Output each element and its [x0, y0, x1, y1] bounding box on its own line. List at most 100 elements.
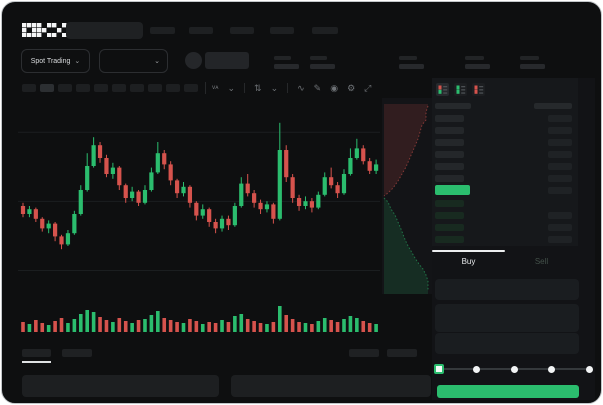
- volume-bar: [290, 319, 295, 332]
- timeframe-button[interactable]: [76, 84, 90, 92]
- order-input-field[interactable]: [435, 333, 579, 354]
- candle-body: [290, 177, 295, 198]
- candle-body: [329, 177, 334, 186]
- bottom-panel-button[interactable]: [22, 375, 219, 397]
- slider-stop-dot[interactable]: [473, 365, 480, 373]
- tab-sell[interactable]: Sell: [534, 256, 549, 266]
- order-book: [432, 78, 578, 246]
- slider-stop-dot[interactable]: [510, 365, 518, 373]
- ask-price-placeholder[interactable]: [435, 163, 464, 170]
- bid-price-placeholder[interactable]: [435, 200, 464, 207]
- volume-bar: [348, 316, 353, 332]
- candle-body: [91, 145, 96, 166]
- timeframe-button[interactable]: [166, 84, 180, 92]
- bottom-tab[interactable]: [22, 349, 51, 357]
- ask-amount-placeholder: [548, 175, 572, 182]
- volume-bar: [284, 315, 289, 332]
- last-price-highlight[interactable]: [435, 185, 470, 195]
- timeframe-button[interactable]: [148, 84, 162, 92]
- bottom-bar-action[interactable]: [349, 349, 379, 357]
- candle-style-icon[interactable]: ⇅: [254, 83, 262, 93]
- toolbar-divider: [205, 82, 206, 94]
- depth-map: [382, 98, 432, 294]
- candle-body: [341, 174, 347, 194]
- volume-bar: [34, 320, 38, 332]
- slider-stop-dot[interactable]: [548, 365, 555, 373]
- slider-stop-dot[interactable]: [585, 365, 593, 373]
- book-asks-icon[interactable]: [472, 83, 485, 96]
- timeframe-toolbar: [22, 84, 202, 92]
- stat-label-placeholder: [274, 56, 291, 60]
- volume-bar: [297, 322, 301, 332]
- settings-icon[interactable]: ⚙: [347, 83, 356, 93]
- volume-bar: [104, 320, 109, 332]
- pair-selector[interactable]: ⌄: [99, 49, 168, 73]
- candle-body: [239, 183, 244, 206]
- chevron-down-icon[interactable]: ⌄: [270, 83, 279, 93]
- timeframe-button[interactable]: [130, 84, 144, 92]
- amount-slider[interactable]: [432, 362, 595, 376]
- timeframe-button[interactable]: [22, 84, 36, 92]
- snapshot-icon[interactable]: ◉: [330, 83, 339, 93]
- nav-item[interactable]: [150, 27, 175, 34]
- bottom-bar-actions: [349, 349, 429, 357]
- gridline: [18, 270, 380, 271]
- submit-buy-button[interactable]: [437, 385, 579, 398]
- fullscreen-icon[interactable]: ⤢: [364, 83, 372, 93]
- candlestick-chart[interactable]: [18, 102, 380, 294]
- volume-bar: [175, 322, 179, 332]
- bottom-tab[interactable]: [62, 349, 92, 357]
- candle-body: [149, 172, 154, 190]
- volume-bar: [181, 323, 186, 332]
- ask-price-placeholder[interactable]: [435, 115, 464, 122]
- order-input-field[interactable]: [435, 304, 579, 332]
- volume-bar: [335, 322, 340, 332]
- volume-bar: [98, 317, 102, 332]
- market-type-selector[interactable]: Spot Trading ⌄: [21, 49, 90, 73]
- volume-bar: [72, 319, 77, 332]
- bid-price-placeholder[interactable]: [435, 224, 464, 231]
- top-nav: [150, 27, 350, 34]
- nav-item[interactable]: [230, 27, 254, 34]
- timeframe-button[interactable]: [184, 84, 198, 92]
- ask-price-placeholder[interactable]: [435, 151, 464, 158]
- line-type-icon[interactable]: ∿: [297, 83, 305, 93]
- ask-price-placeholder[interactable]: [435, 139, 464, 146]
- tab-buy[interactable]: Buy: [461, 256, 476, 266]
- volume-bar: [303, 323, 308, 332]
- timeframe-button[interactable]: [58, 84, 72, 92]
- volume-bar: [322, 318, 327, 332]
- candle-body: [213, 222, 218, 229]
- slider-handle[interactable]: [434, 364, 444, 374]
- nav-item[interactable]: [312, 27, 338, 34]
- toolbar-divider: [287, 83, 289, 93]
- search-input[interactable]: [66, 22, 143, 39]
- volume-bar: [59, 318, 64, 332]
- bid-price-placeholder[interactable]: [435, 236, 464, 243]
- book-bids-icon[interactable]: [454, 83, 467, 96]
- ask-price-placeholder[interactable]: [435, 175, 464, 182]
- ask-depth-line: [383, 105, 429, 197]
- candle-body: [181, 186, 186, 194]
- bottom-panel-button[interactable]: [231, 375, 431, 397]
- volume-bar: [220, 320, 224, 332]
- nav-item[interactable]: [189, 27, 213, 34]
- draw-tool-icon[interactable]: ✎: [313, 83, 322, 93]
- indicator-icon[interactable]: ᴠᴀ: [212, 84, 219, 91]
- volume-bar: [66, 323, 70, 332]
- order-input-field[interactable]: [435, 279, 579, 300]
- bid-price-placeholder[interactable]: [435, 212, 464, 219]
- bid-amount-placeholder: [548, 212, 572, 219]
- timeframe-button[interactable]: [40, 84, 54, 92]
- chevron-down-icon[interactable]: ⌄: [227, 83, 236, 93]
- candle-body: [361, 148, 366, 162]
- volume-bar: [117, 318, 122, 332]
- volume-pane: [21, 306, 378, 332]
- bottom-bar-action[interactable]: [387, 349, 417, 357]
- ask-price-placeholder[interactable]: [435, 127, 464, 134]
- nav-item[interactable]: [270, 27, 294, 34]
- book-combined-icon[interactable]: [436, 83, 449, 96]
- timeframe-button[interactable]: [94, 84, 108, 92]
- order-book-header-price: [435, 103, 471, 109]
- timeframe-button[interactable]: [112, 84, 126, 92]
